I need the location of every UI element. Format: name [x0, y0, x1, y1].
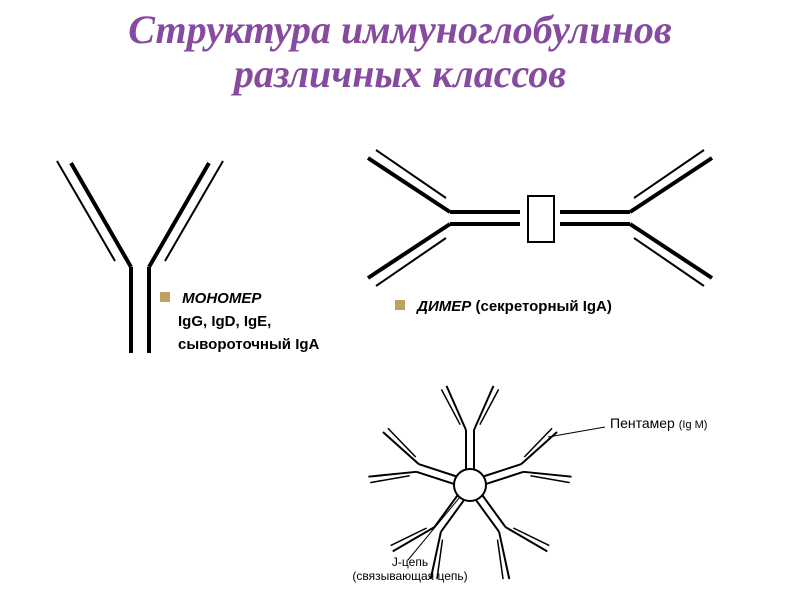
title-line-2: различных классов	[0, 52, 800, 96]
bullet-icon	[395, 300, 405, 310]
bullet-icon	[160, 292, 170, 302]
dimer-sub: (секреторный IgA)	[475, 298, 611, 315]
page-title: Структура иммуноглобулинов различных кла…	[0, 8, 800, 96]
monomer-sub2: сывороточный IgA	[178, 336, 360, 353]
pentamer-text: Пентамер	[610, 415, 675, 431]
title-line-1: Структура иммуноглобулинов	[128, 7, 671, 52]
jchain-line1: J-цепь	[392, 555, 428, 569]
dimer-diagram	[330, 140, 760, 300]
monomer-label: МОНОМЕР	[182, 290, 261, 307]
dimer-caption: ДИМЕР (секреторный IgA)	[395, 298, 612, 315]
pentamer-label: Пентамер (Ig M)	[610, 415, 707, 431]
dimer-label: ДИМЕР	[417, 298, 471, 315]
pentamer-note: (Ig M)	[679, 419, 708, 431]
jchain-label: J-цепь (связывающая цепь)	[330, 555, 490, 583]
monomer-sub1: IgG, IgD, IgE,	[178, 313, 360, 330]
jchain-line2: (связывающая цепь)	[352, 569, 467, 583]
